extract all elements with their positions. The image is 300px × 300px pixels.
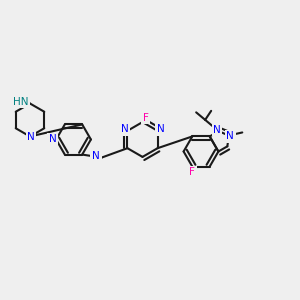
Text: N: N bbox=[157, 124, 164, 134]
Text: F: F bbox=[189, 167, 195, 177]
Text: N: N bbox=[121, 124, 128, 134]
Text: H: H bbox=[94, 151, 101, 161]
Text: HN: HN bbox=[13, 97, 28, 107]
Text: N: N bbox=[92, 151, 100, 161]
Text: N: N bbox=[226, 131, 234, 141]
Text: N: N bbox=[49, 134, 56, 145]
Text: N: N bbox=[213, 125, 221, 135]
Text: F: F bbox=[142, 112, 148, 123]
Text: N: N bbox=[27, 132, 35, 142]
